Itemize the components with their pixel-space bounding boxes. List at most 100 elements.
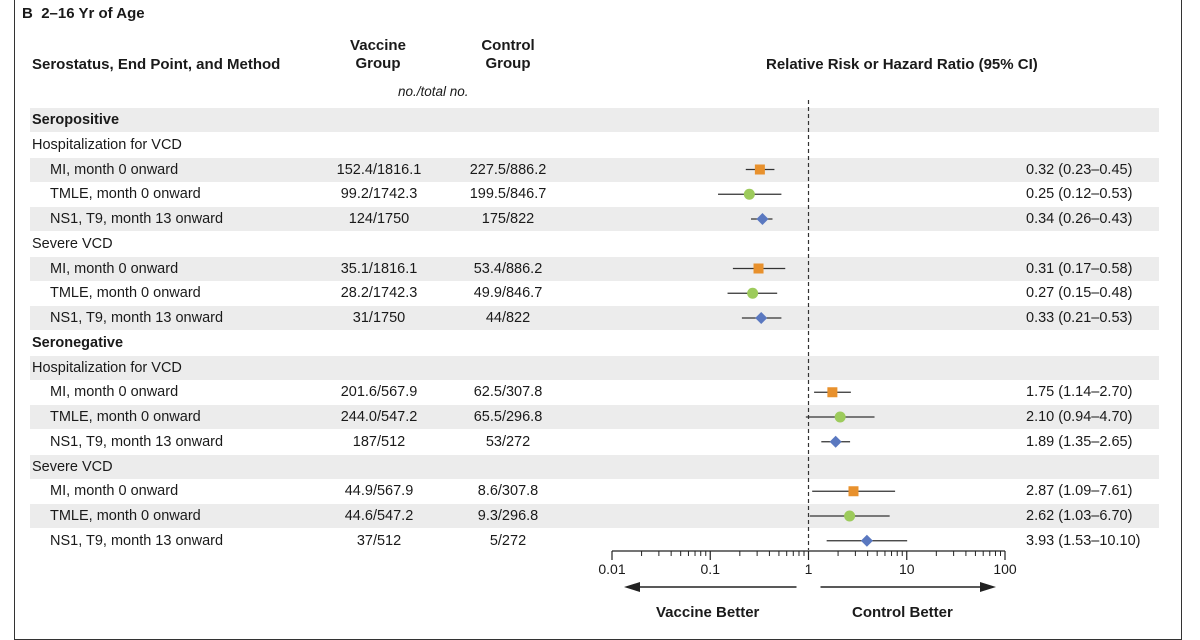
control-count: 227.5/886.2: [469, 161, 547, 178]
estimate-diamond: [755, 312, 768, 324]
row-label: MI, month 0 onward: [50, 161, 179, 178]
control-count: 175/822: [481, 211, 535, 227]
estimate-circle: [743, 188, 755, 200]
row-label: NS1, T9, month 13 onward: [50, 532, 224, 549]
table-row: MI, month 0 onward 201.6/567.9 62.5/307.8 1…: [30, 380, 1159, 404]
header-serostatus: Serostatus, End Point, and Method: [32, 56, 281, 73]
row-label: TMLE, month 0 onward: [50, 186, 201, 203]
row-label: Hospitalization for VCD: [32, 136, 182, 153]
control-count: 44/822: [485, 310, 531, 326]
vaccine-count: 201.6/567.9: [340, 384, 418, 401]
control-count: 62.5/307.8: [473, 384, 543, 401]
vaccine-better-arrowhead: [624, 582, 640, 592]
table-row: TMLE, month 0 onward 99.2/1742.3 199.5/846…: [30, 182, 1159, 206]
tick-label: 0.01: [598, 561, 626, 577]
ratio-ci-text: 0.31 (0.17–0.58): [1026, 260, 1133, 277]
table-row: NS1, T9, month 13 onward 37/512 5/272 3.93 …: [30, 529, 1159, 553]
table-row: TMLE, month 0 onward 28.2/1742.3 49.9/846.…: [30, 281, 1159, 305]
estimate-diamond: [756, 213, 769, 225]
row-label: NS1, T9, month 13 onward: [50, 310, 224, 326]
control-better-label: Control Better: [852, 604, 953, 621]
table-row: NS1, T9, month 13 onward 187/512 53/272 1.8…: [30, 430, 1159, 454]
table-row: MI, month 0 onward 44.9/567.9 8.6/307.8 2.8…: [30, 479, 1159, 503]
row-label: TMLE, month 0 onward: [50, 285, 201, 302]
control-count: 8.6/307.8: [477, 483, 539, 500]
ratio-ci-text: 0.33 (0.21–0.53): [1026, 310, 1133, 326]
header-vaccine: Vaccine Group: [318, 37, 438, 73]
ratio-ci-text: 3.93 (1.53–10.10): [1026, 532, 1141, 549]
subgroup-header-row: Severe VCD: [30, 454, 1159, 479]
subgroup-header-row: Hospitalization for VCD: [30, 355, 1159, 380]
vaccine-count: 244.0/547.2: [340, 409, 418, 425]
vaccine-count: 35.1/1816.1: [340, 260, 418, 277]
group-header-row: Seronegative: [30, 331, 1159, 355]
panel-title-text: 2–16 Yr of Age: [41, 5, 145, 22]
control-count: 65.5/296.8: [473, 409, 543, 425]
estimate-square: [827, 387, 838, 398]
header-control-line1: Control: [481, 37, 535, 54]
table-row: MI, month 0 onward 152.4/1816.1 227.5/886.…: [30, 157, 1159, 182]
table-row: NS1, T9, month 13 onward 124/1750 175/822 0…: [30, 207, 1159, 231]
vaccine-count: 31/1750: [352, 310, 406, 326]
row-label: Seronegative: [32, 334, 124, 351]
estimate-diamond: [829, 435, 842, 448]
header-units: no./total no.: [398, 84, 469, 99]
vaccine-count: 28.2/1742.3: [340, 285, 418, 302]
control-count: 9.3/296.8: [477, 508, 539, 524]
panel-title: B 2–16 Yr of Age: [22, 5, 145, 22]
control-count: 53/272: [485, 433, 531, 450]
tick-label: 0.1: [700, 561, 720, 577]
control-count: 199.5/846.7: [469, 186, 547, 203]
header-control: Control Group: [448, 37, 568, 73]
ratio-ci-text: 1.75 (1.14–2.70): [1026, 384, 1133, 401]
table-row: TMLE, month 0 onward 44.6/547.2 9.3/296.8 2…: [30, 504, 1159, 528]
ratio-ci-text: 0.27 (0.15–0.48): [1026, 285, 1133, 302]
ratio-ci-text: 2.87 (1.09–7.61): [1026, 483, 1133, 500]
ratio-ci-text: 1.89 (1.35–2.65): [1026, 433, 1133, 450]
row-label: MI, month 0 onward: [50, 260, 179, 277]
header-control-line2: Group: [485, 55, 531, 72]
vaccine-count: 124/1750: [348, 211, 410, 227]
control-count: 49.9/846.7: [473, 285, 543, 302]
ratio-ci-text: 2.62 (1.03–6.70): [1026, 508, 1133, 524]
vaccine-count: 44.9/567.9: [344, 483, 414, 500]
row-label: MI, month 0 onward: [50, 483, 179, 500]
estimate-circle: [844, 510, 856, 522]
control-better-arrowhead: [980, 582, 996, 592]
table-row: NS1, T9, month 13 onward 31/1750 44/822 0.3…: [30, 306, 1159, 330]
tick-label: 100: [993, 561, 1017, 577]
header-vaccine-line2: Group: [355, 55, 401, 72]
row-label: NS1, T9, month 13 onward: [50, 211, 224, 227]
control-count: 5/272: [489, 532, 527, 549]
table-row: TMLE, month 0 onward 244.0/547.2 65.5/296.…: [30, 405, 1159, 429]
group-header-row: Seropositive: [30, 108, 1159, 132]
row-label: TMLE, month 0 onward: [50, 409, 201, 425]
tick-label: 10: [898, 561, 915, 577]
row-label: Severe VCD: [32, 458, 113, 475]
panel-letter: B: [22, 5, 33, 22]
vaccine-better-label: Vaccine Better: [656, 604, 760, 621]
row-label: Hospitalization for VCD: [32, 359, 182, 376]
subgroup-header-row: Severe VCD: [30, 232, 1159, 256]
row-label: TMLE, month 0 onward: [50, 508, 201, 524]
estimate-diamond: [860, 534, 873, 547]
ratio-ci-text: 2.10 (0.94–4.70): [1026, 409, 1133, 425]
ratio-ci-text: 0.34 (0.26–0.43): [1026, 211, 1133, 227]
vaccine-count: 187/512: [352, 433, 406, 450]
ratio-ci-text: 0.32 (0.23–0.45): [1026, 161, 1133, 178]
subgroup-header-row: Hospitalization for VCD: [30, 133, 1159, 157]
estimate-square: [753, 263, 764, 274]
estimate-square: [848, 486, 859, 497]
tick-label: 1: [804, 561, 813, 577]
row-label: MI, month 0 onward: [50, 384, 179, 401]
ratio-ci-text: 0.25 (0.12–0.53): [1026, 186, 1133, 203]
vaccine-count: 44.6/547.2: [344, 508, 414, 524]
header-vaccine-line1: Vaccine: [350, 37, 406, 54]
estimate-circle: [834, 411, 846, 423]
row-label: Seropositive: [32, 112, 120, 128]
estimate-circle: [747, 287, 759, 299]
vaccine-count: 37/512: [356, 532, 402, 549]
row-label: NS1, T9, month 13 onward: [50, 433, 224, 450]
table-row: MI, month 0 onward 35.1/1816.1 53.4/886.2 0…: [30, 256, 1159, 281]
